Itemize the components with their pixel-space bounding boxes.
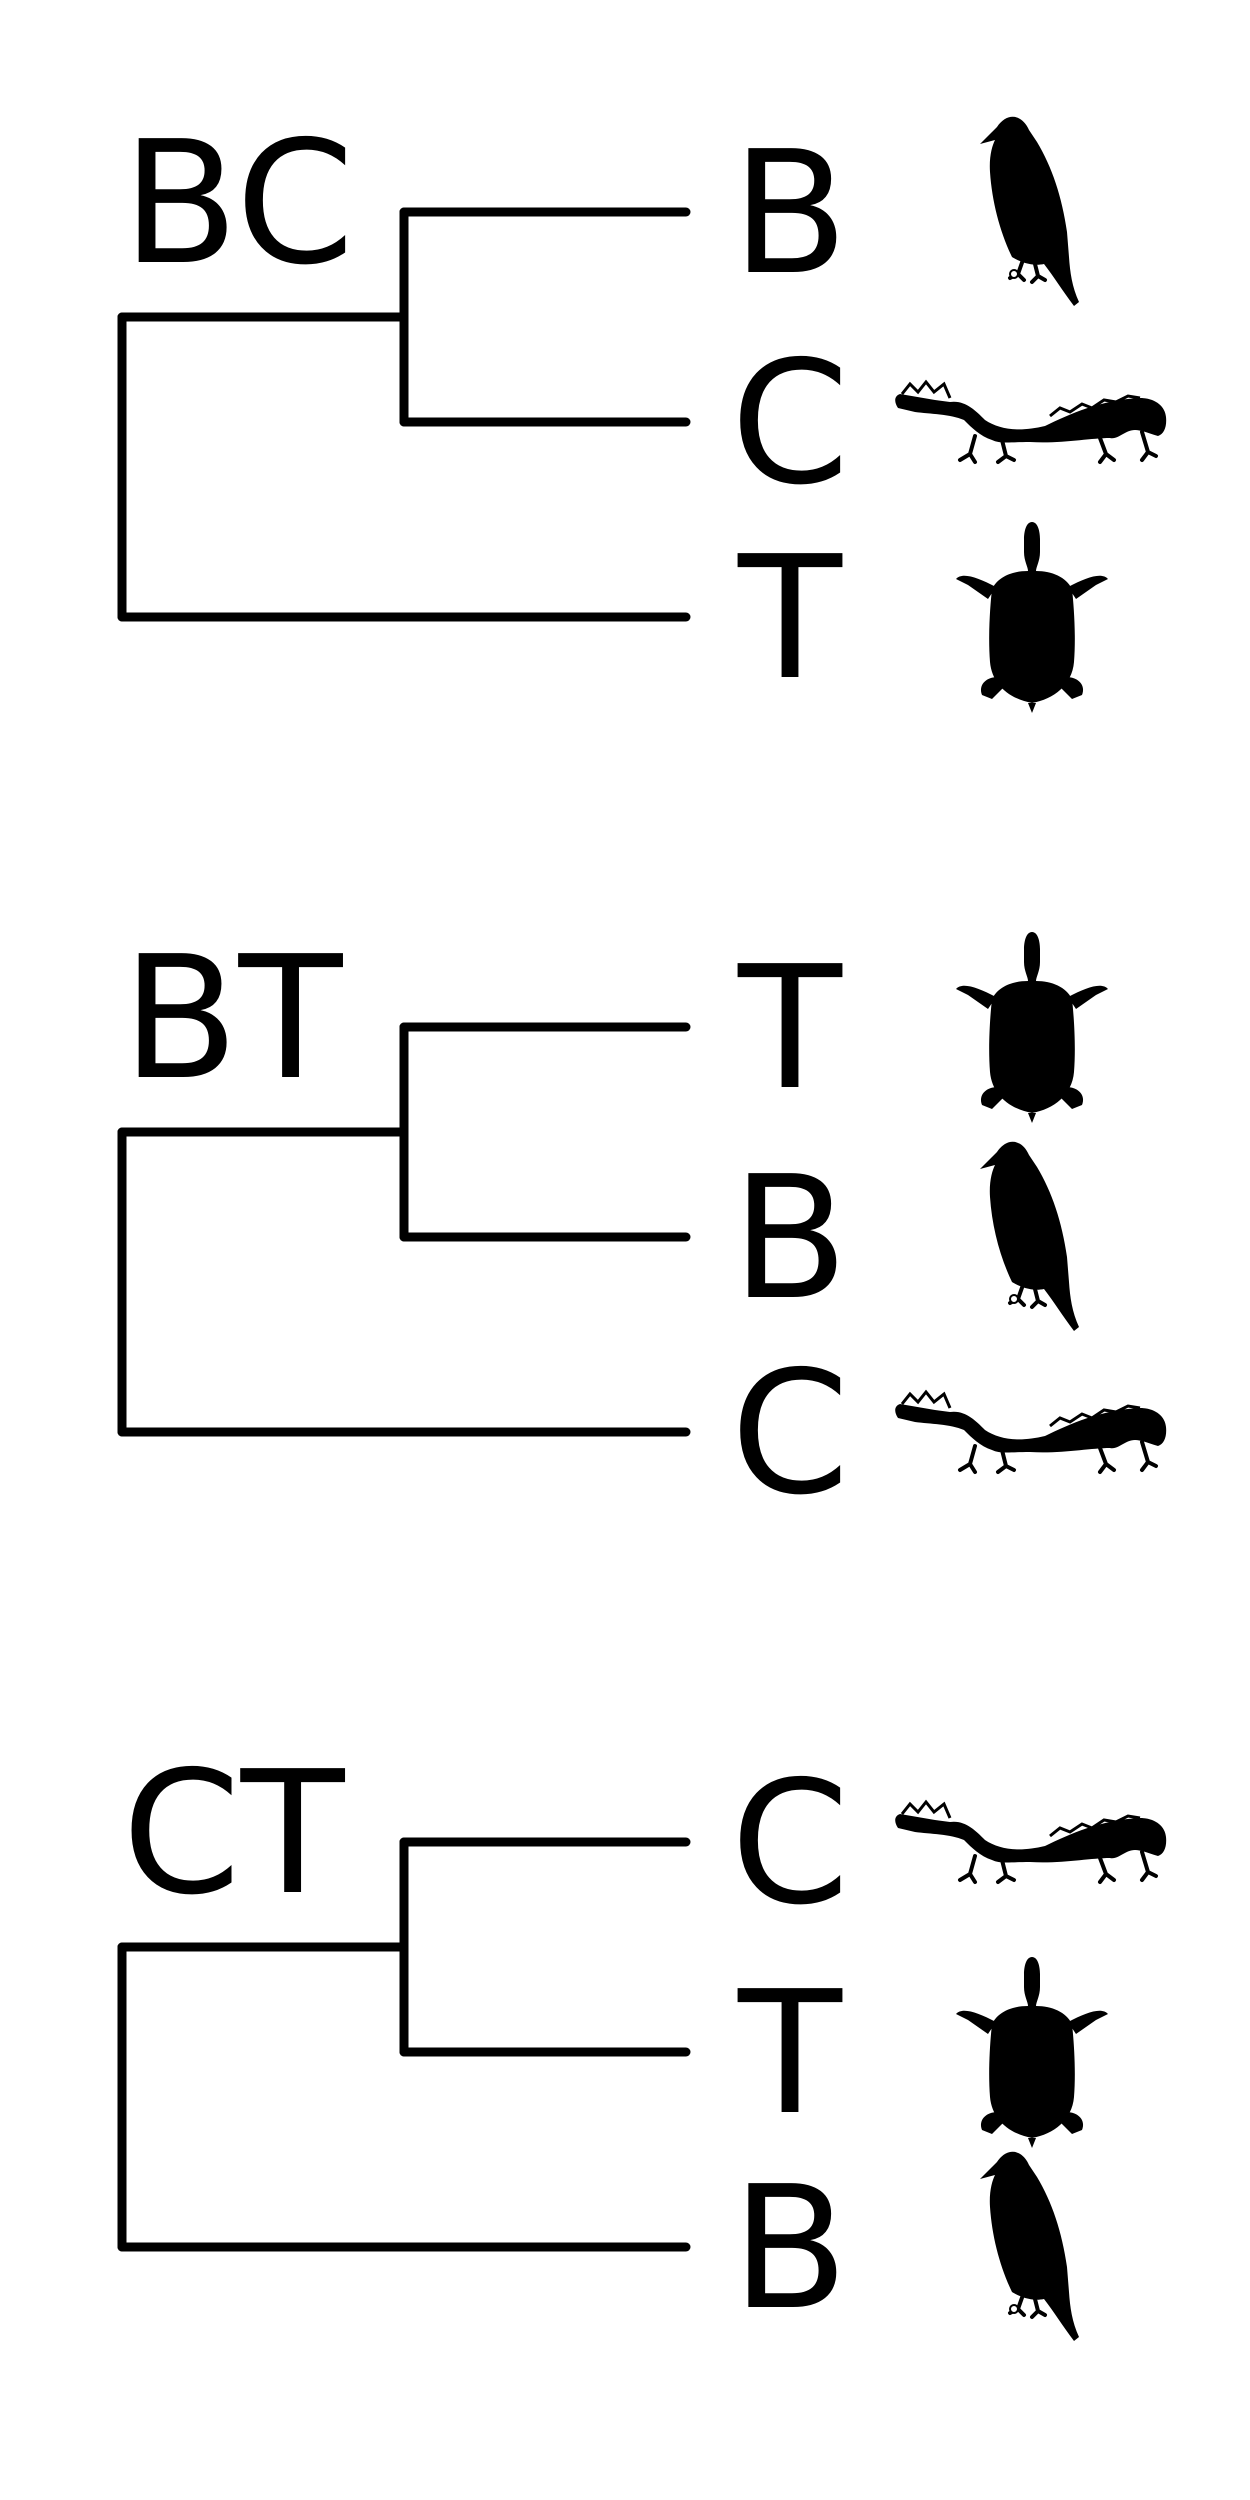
bird-icon	[978, 114, 1081, 308]
taxon-label: B	[732, 1140, 849, 1338]
taxon-label: B	[732, 2150, 849, 2348]
taxon-label: C	[731, 325, 850, 523]
taxon-label: T	[737, 520, 843, 718]
turtle-icon	[956, 1957, 1108, 2148]
bird-icon	[978, 2149, 1081, 2343]
tree-label: BT	[122, 920, 344, 1118]
turtle-icon	[956, 522, 1108, 713]
crocodile-icon	[893, 380, 1169, 464]
tree-label: BC	[122, 105, 354, 303]
turtle-icon	[956, 932, 1108, 1123]
taxon-label: T	[737, 930, 843, 1128]
taxon-label: B	[732, 115, 849, 313]
crocodile-icon	[893, 1390, 1169, 1474]
taxon-label: C	[731, 1745, 850, 1943]
tree-bc: BC BCT	[117, 105, 1169, 718]
taxon-label: T	[737, 1955, 843, 2153]
bird-icon	[978, 1139, 1081, 1333]
crocodile-icon	[893, 1800, 1169, 1884]
tree-bt: BT TBC	[117, 920, 1169, 1533]
tree-ct: CT CTB	[117, 1735, 1169, 2348]
taxon-label: C	[731, 1335, 850, 1533]
tree-label: CT	[122, 1735, 346, 1933]
